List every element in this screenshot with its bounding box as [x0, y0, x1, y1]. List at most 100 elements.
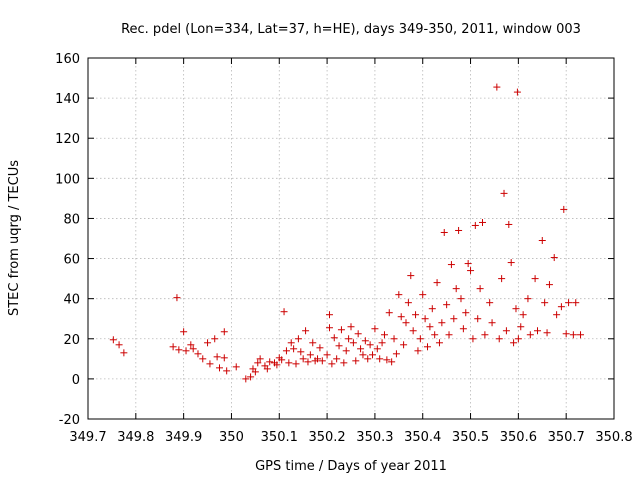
data-point: [433, 279, 441, 287]
data-point: [524, 295, 532, 303]
data-point: [407, 272, 415, 280]
data-point: [560, 205, 568, 213]
data-point: [182, 347, 190, 355]
x-tick-label: 350.3: [356, 430, 393, 445]
data-point: [206, 360, 214, 368]
data-point: [285, 359, 293, 367]
data-point: [397, 313, 405, 321]
data-point: [359, 351, 367, 359]
data-point: [254, 359, 262, 367]
data-point: [435, 339, 443, 347]
data-point: [495, 335, 503, 343]
data-point: [550, 254, 558, 262]
data-point: [400, 341, 408, 349]
data-point: [109, 336, 117, 344]
data-point: [378, 339, 386, 347]
data-point: [273, 361, 281, 369]
data-point: [290, 345, 298, 353]
data-point: [345, 335, 353, 343]
data-point: [199, 355, 207, 363]
data-point: [325, 311, 333, 319]
data-point: [337, 326, 345, 334]
data-point: [335, 342, 343, 350]
data-point: [364, 355, 372, 363]
data-point: [513, 88, 521, 96]
data-point: [409, 327, 417, 335]
data-point: [426, 323, 434, 331]
y-tick-label: 20: [63, 333, 80, 348]
data-point: [204, 339, 212, 347]
data-point: [352, 357, 360, 365]
data-point: [431, 331, 439, 339]
grid: [88, 58, 614, 419]
data-point: [438, 319, 446, 327]
data-point: [481, 331, 489, 339]
x-tick-label: 349.7: [69, 430, 106, 445]
data-point: [421, 315, 429, 323]
y-tick-label: -20: [59, 413, 80, 428]
data-point: [476, 285, 484, 293]
data-point: [443, 301, 451, 309]
data-point: [294, 335, 302, 343]
data-point: [369, 351, 377, 359]
data-point: [512, 305, 520, 313]
data-point: [309, 339, 317, 347]
y-tick-label: 40: [63, 293, 80, 308]
data-point: [545, 281, 553, 289]
data-point: [340, 359, 348, 367]
data-point: [180, 328, 188, 336]
data-point: [251, 368, 259, 376]
chart-title: Rec. pdel (Lon=334, Lat=37, h=HE), days …: [121, 22, 581, 37]
x-tick-label: 349.9: [165, 430, 202, 445]
data-point: [455, 226, 463, 234]
data-point: [469, 335, 477, 343]
data-point: [216, 364, 223, 372]
data-point: [213, 353, 221, 361]
x-tick-label: 350.4: [404, 430, 441, 445]
data-point: [380, 331, 388, 339]
data-point: [263, 365, 271, 373]
data-point: [232, 363, 240, 371]
data-point: [488, 319, 496, 327]
y-tick-label: 60: [63, 253, 80, 268]
data-point: [266, 358, 274, 366]
data-point: [493, 83, 501, 91]
data-point: [424, 343, 432, 351]
data-point: [120, 349, 128, 357]
data-point: [557, 303, 565, 311]
y-tick-label: 100: [55, 172, 80, 187]
data-point: [302, 327, 310, 335]
data-point: [306, 351, 314, 359]
data-point: [474, 315, 482, 323]
data-point: [479, 218, 486, 226]
data-point: [412, 311, 420, 319]
data-point: [471, 221, 479, 229]
data-point: [304, 358, 312, 366]
y-tick-label: 160: [55, 52, 80, 67]
data-point: [347, 323, 355, 331]
data-point: [498, 275, 506, 283]
data-point: [502, 327, 510, 335]
data-point: [440, 228, 448, 236]
data-point: [390, 335, 398, 343]
data-point: [342, 347, 350, 355]
data-point: [445, 331, 453, 339]
data-point: [256, 355, 264, 363]
x-tick-label: 349.8: [117, 430, 154, 445]
data-point: [459, 325, 467, 333]
data-point: [526, 331, 534, 339]
data-point: [220, 354, 228, 362]
data-point: [486, 299, 494, 307]
data-point: [194, 350, 202, 358]
data-point: [169, 343, 177, 351]
data-point: [292, 360, 300, 368]
data-point: [462, 309, 470, 317]
data-point: [223, 367, 231, 375]
data-point: [323, 351, 331, 359]
data-point: [569, 331, 577, 339]
data-point: [553, 311, 561, 319]
data-point: [402, 319, 410, 327]
data-point: [517, 323, 525, 331]
y-tick-label: 140: [55, 92, 80, 107]
data-point: [299, 355, 307, 363]
